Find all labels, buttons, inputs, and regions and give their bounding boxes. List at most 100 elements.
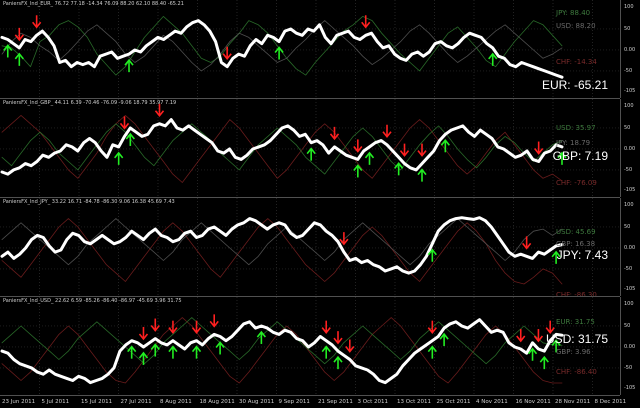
sell-arrow-icon [209, 314, 219, 328]
indicator-header: PaniersFX_Ind_GBP_ 44.11 6.39 -70.46 -76… [3, 100, 177, 106]
buy-arrow-icon [321, 345, 331, 359]
sell-arrow-icon [345, 339, 355, 353]
sell-arrow-icon [361, 15, 371, 29]
buy-arrow-icon [127, 345, 137, 359]
sell-arrow-icon [14, 27, 24, 42]
date-tick-label: 9 Sep 2011 [278, 399, 310, 405]
scale-tick-label: 0.00 [624, 245, 636, 251]
time-axis: 23 Jun 2011 5 Jul 2011 15 Jul 2011 27 Jul 2… [0, 398, 640, 408]
buy-arrow-icon [124, 58, 134, 73]
currency-readout: JPY: 88.40 [556, 9, 591, 17]
sell-arrow-icon [32, 15, 42, 29]
secondary-series-line [1, 20, 563, 72]
indicator-pane[interactable]: EUR: 31.75 GBP: 3.96 CHF: -86.40 PaniersFX_… [0, 297, 620, 396]
sell-arrow-icon [516, 329, 526, 343]
sell-arrow-icon [119, 116, 130, 130]
scale-tick-label: 100 [624, 103, 634, 109]
date-tick-label: 16 Nov 2011 [515, 399, 551, 405]
date-tick-label: 23 Jun 2011 [2, 399, 36, 405]
sell-arrow-icon [339, 232, 349, 246]
sell-arrow-icon [417, 143, 427, 157]
currency-readout: CHF: -76.09 [556, 179, 597, 187]
currency-readout: GBP: 3.96 [556, 348, 591, 356]
buy-arrow-icon [364, 151, 375, 165]
sell-arrow-icon [382, 124, 392, 139]
sell-arrow-icon [154, 103, 165, 118]
currency-readout: CHF: -86.40 [556, 368, 597, 376]
buy-arrow-icon [138, 351, 149, 365]
sell-arrow-icon [545, 320, 555, 334]
currency-readout: CHF: -86.30 [556, 291, 597, 297]
date-tick-label: 21 Sep 2011 [318, 399, 353, 405]
sell-arrow-icon [150, 318, 160, 332]
sell-arrow-icon [427, 320, 437, 334]
sell-arrow-icon [534, 141, 544, 155]
buy-arrow-icon [256, 330, 266, 344]
scale-tick-label: 50 [624, 323, 631, 329]
main-series-line [0, 118, 564, 176]
date-tick-label: 27 Jul 2011 [120, 399, 152, 405]
buy-arrow-icon [125, 132, 135, 146]
buy-arrow-icon [114, 151, 124, 165]
secondary-series-line [1, 317, 563, 384]
scale-tick-label: -105 [624, 286, 636, 292]
price-scale[interactable]: 100 50 0.00 -50 -105 [620, 198, 640, 296]
basket-value-label: USD: 31.75 [545, 332, 608, 346]
sell-arrow-icon [168, 320, 178, 334]
sell-arrow-icon [329, 126, 340, 141]
scale-tick-label: 50 [624, 125, 631, 131]
buy-arrow-icon [150, 343, 160, 357]
scale-tick-label: 0.00 [624, 146, 636, 152]
date-tick-label: 25 Oct 2011 [436, 399, 471, 405]
secondary-series-line [1, 218, 563, 285]
scale-tick-label: 50 [624, 224, 631, 230]
scale-tick-label: 100 [624, 4, 634, 10]
scale-tick-label: -50 [624, 266, 633, 272]
sell-arrow-icon [138, 326, 149, 341]
basket-value-label: JPY: 7.43 [556, 248, 608, 262]
currency-readout: USD: 45.69 [556, 228, 596, 236]
scale-tick-label: 100 [624, 301, 634, 307]
main-series-line [0, 19, 564, 79]
date-tick-label: 5 Jul 2011 [41, 399, 70, 405]
date-tick-label: 13 Oct 2011 [397, 399, 432, 405]
price-scale[interactable]: 100 50 0.00 -50 -105 [620, 0, 640, 98]
scale-tick-label: -50 [624, 167, 633, 173]
sell-arrow-icon [321, 320, 331, 334]
sell-arrow-icon [333, 331, 343, 345]
indicator-pane[interactable]: JPY: 88.40 USD: 88.20 CHF: -14.34 PaniersFX… [0, 0, 620, 99]
currency-readout: EUR: 31.75 [556, 318, 595, 326]
basket-value-label: GBP: 7.19 [552, 149, 608, 163]
basket-value-label: EUR: -65.21 [541, 78, 608, 92]
buy-arrow-icon [527, 347, 538, 361]
sell-arrow-icon [222, 46, 232, 61]
sell-arrow-icon [353, 139, 363, 153]
sell-arrow-icon [399, 143, 410, 157]
sell-arrow-icon [522, 236, 532, 250]
buy-arrow-icon [191, 345, 202, 359]
scale-tick-label: -50 [624, 68, 633, 74]
date-tick-label: 28 Nov 2011 [555, 399, 591, 405]
buy-arrow-icon [394, 162, 404, 176]
scale-tick-label: 0.00 [624, 344, 636, 350]
buy-arrow-icon [274, 46, 284, 60]
indicator-pane[interactable]: USD: 35.97 JPY: 18.79 CHF: -76.09 PaniersFX… [0, 99, 620, 198]
currency-readout: CHF: -14.34 [556, 58, 597, 66]
indicator-pane[interactable]: USD: 45.69 GBP: 16.38 CHF: -86.30 PaniersFX… [0, 198, 620, 297]
date-tick-label: 8 Dec 2011 [594, 399, 627, 405]
currency-readout: USD: 35.97 [556, 124, 596, 132]
price-scale[interactable]: 100 50 0.00 -50 -105 [620, 297, 640, 395]
buy-arrow-icon [551, 250, 561, 264]
buy-arrow-icon [440, 138, 450, 153]
pane-plot [0, 99, 620, 197]
indicator-header: PaniersFX_Ind_JPY_ 33.22 16.71 -84.78 -8… [3, 199, 175, 205]
secondary-series-line [1, 114, 563, 183]
date-tick-label: 18 Aug 2011 [199, 399, 235, 405]
pane-plot [0, 297, 620, 395]
buy-arrow-icon [417, 168, 427, 182]
price-scale[interactable]: 100 50 0.00 -50 -105 [620, 99, 640, 197]
buy-arrow-icon [3, 44, 13, 58]
currency-readout: USD: 88.20 [556, 22, 596, 30]
secondary-series-line [1, 123, 563, 175]
secondary-series-line [1, 218, 563, 266]
